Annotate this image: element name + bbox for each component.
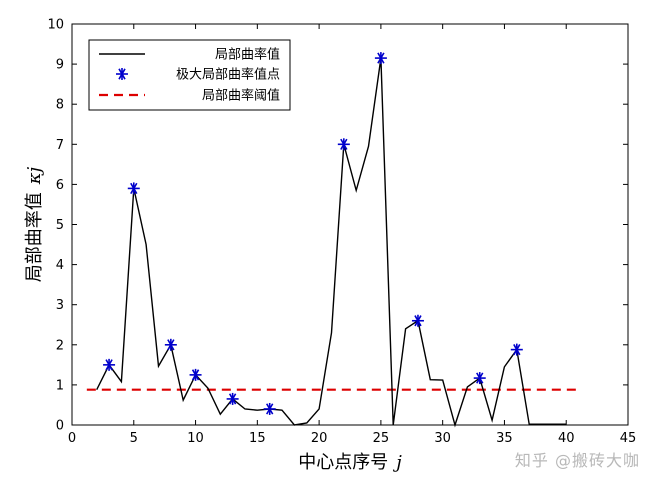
x-tick-label: 5 <box>130 431 138 446</box>
x-tick-label: 0 <box>68 431 76 446</box>
peak-marker <box>164 338 177 351</box>
legend-marker-swatch <box>116 68 128 80</box>
peak-marker <box>411 314 424 327</box>
peak-marker <box>337 138 350 151</box>
x-tick-label: 30 <box>434 431 451 446</box>
y-tick-label: 3 <box>56 298 64 313</box>
x-axis-title: 中心点序号 j <box>298 452 402 473</box>
peak-marker <box>189 368 202 381</box>
peak-marker <box>226 392 239 405</box>
y-tick-label: 4 <box>56 258 64 273</box>
x-tick-label: 35 <box>496 431 513 446</box>
y-axis-title: 局部曲率值 κj <box>24 166 45 282</box>
x-tick-label: 10 <box>187 431 204 446</box>
peak-marker <box>374 52 387 65</box>
y-axis-title-var: κj <box>24 166 45 185</box>
legend-entry-label: 局部曲率阈值 <box>202 88 280 104</box>
x-tick-label: 45 <box>620 431 637 446</box>
legend-entry-label: 局部曲率值 <box>215 47 280 63</box>
watermark: 知乎 @搬砖大咖 <box>514 451 640 470</box>
y-tick-label: 2 <box>56 338 64 353</box>
x-axis-title-var: j <box>392 452 402 473</box>
curvature-line <box>96 58 567 428</box>
peak-marker <box>103 358 116 371</box>
y-tick-label: 5 <box>56 218 64 233</box>
x-tick-label: 20 <box>311 431 328 446</box>
y-tick-label: 1 <box>56 378 64 393</box>
y-tick-label: 8 <box>56 98 64 113</box>
x-tick-label: 40 <box>558 431 575 446</box>
peak-marker <box>263 402 276 415</box>
y-axis-title-text: 局部曲率值 <box>24 192 45 282</box>
y-tick-label: 10 <box>47 18 64 33</box>
peak-marker <box>127 182 140 195</box>
x-axis-title-text: 中心点序号 <box>298 452 388 473</box>
y-tick-label: 9 <box>56 58 64 73</box>
x-tick-label: 15 <box>249 431 266 446</box>
legend-entry-label: 极大局部曲率值点 <box>176 67 280 83</box>
y-tick-label: 6 <box>56 178 64 193</box>
peak-marker <box>473 372 486 385</box>
peak-marker <box>510 343 523 356</box>
x-tick-label: 25 <box>373 431 390 446</box>
y-tick-label: 7 <box>56 138 64 153</box>
y-tick-label: 0 <box>56 419 64 434</box>
